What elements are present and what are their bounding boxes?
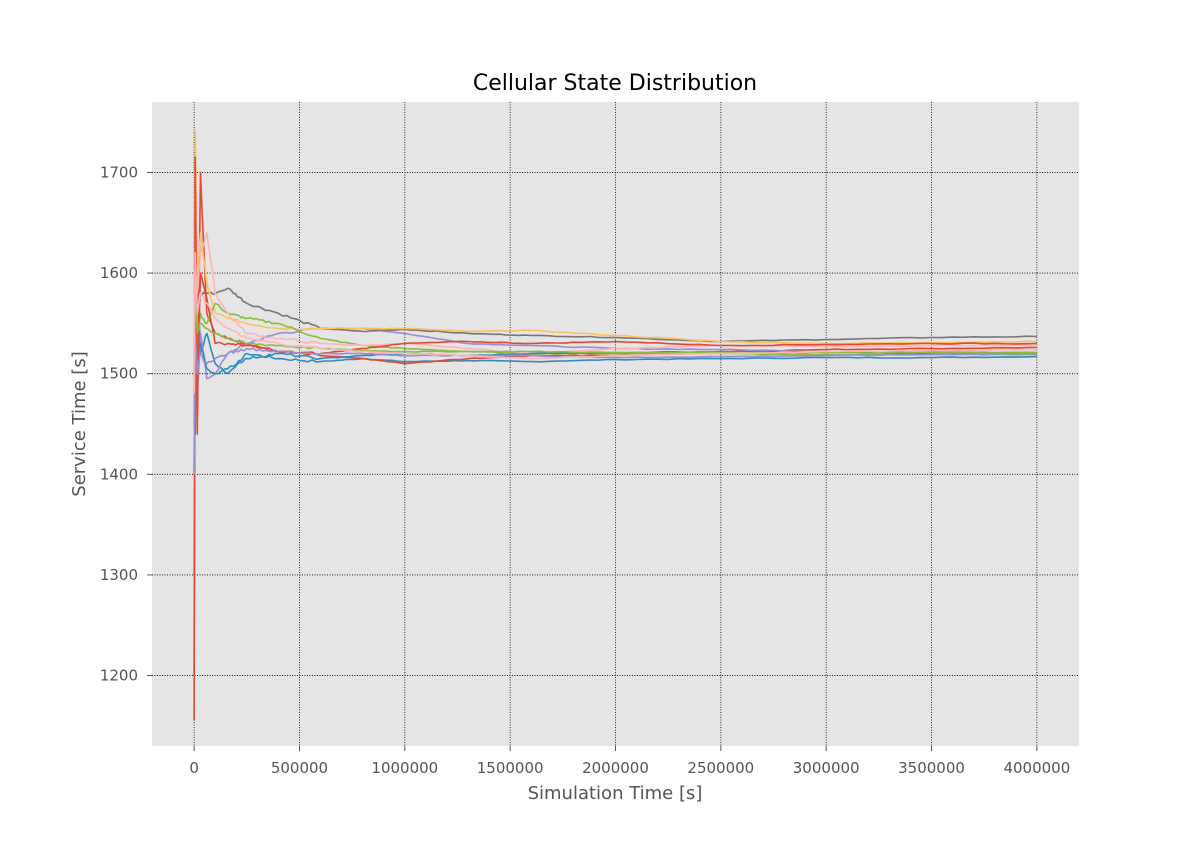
y-axis-label: Service Time [s] <box>69 351 90 496</box>
grid <box>152 102 1079 746</box>
y-tick-label: 1500 <box>100 365 138 383</box>
x-tick-label: 1500000 <box>477 759 544 777</box>
series-line-9 <box>193 156 1037 676</box>
x-axis: 0 500000 1000000 1500000 2000000 2500000 30000… <box>189 746 1070 777</box>
x-axis-label: Simulation Time [s] <box>528 783 703 804</box>
x-tick-label: 2500000 <box>687 759 754 777</box>
y-tick-label: 1700 <box>100 163 138 181</box>
series-line-1 <box>193 272 1037 435</box>
chart-title: Cellular State Distribution <box>473 71 757 96</box>
series-group <box>193 131 1037 721</box>
plot-background <box>152 102 1079 746</box>
y-axis: 1200 1300 1400 1500 1600 1700 <box>100 163 152 685</box>
x-tick-label: 3000000 <box>793 759 860 777</box>
series-line-10 <box>193 332 1037 475</box>
series-line-12 <box>193 252 1037 394</box>
y-tick-label: 1600 <box>100 264 138 282</box>
x-tick-label: 1000000 <box>371 759 438 777</box>
x-tick-label: 2000000 <box>582 759 649 777</box>
x-tick-label: 500000 <box>271 759 328 777</box>
series-line-5 <box>193 131 1037 525</box>
y-tick-label: 1200 <box>100 667 138 685</box>
series-line-4 <box>193 252 1037 475</box>
y-tick-label: 1400 <box>100 465 138 483</box>
x-tick-label: 0 <box>189 759 199 777</box>
y-tick-label: 1300 <box>100 566 138 584</box>
x-tick-label: 4000000 <box>1003 759 1070 777</box>
x-tick-label: 3500000 <box>898 759 965 777</box>
